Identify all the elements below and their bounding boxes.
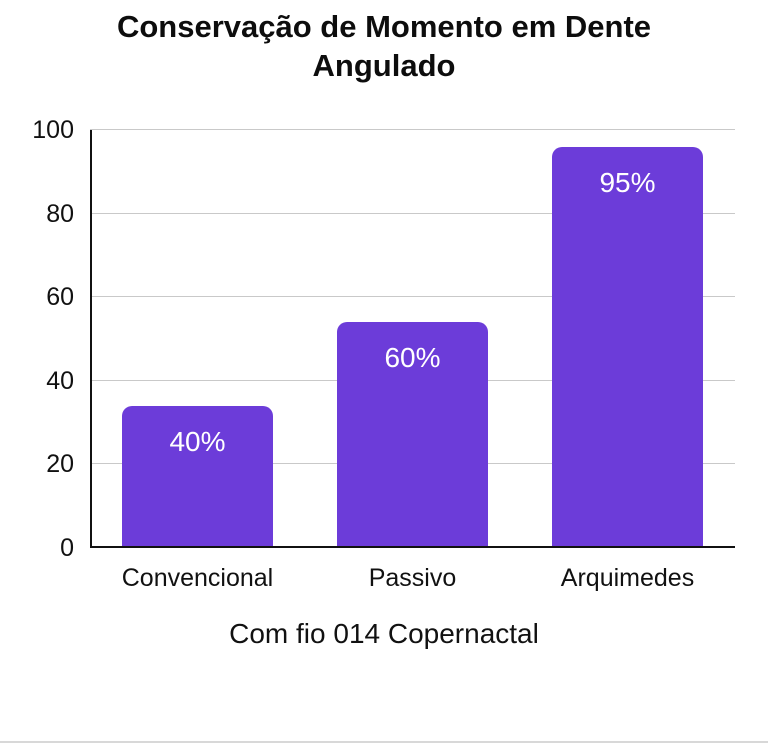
bar-value-label-convencional: 40% [169, 425, 226, 457]
y-tick-label-80: 80 [46, 199, 74, 228]
bar-passivo: 60% [337, 322, 488, 548]
category-label-convencional: Convencional [121, 564, 274, 592]
x-axis-label: Com fio 014 Copernactal [229, 618, 539, 649]
y-tick-label-60: 60 [46, 283, 74, 312]
chart-title: Conservação de Momento em Dente Angulado [116, 9, 652, 83]
gridline-80 [90, 212, 735, 214]
bottom-divider [0, 741, 768, 743]
x-axis-line [90, 546, 735, 548]
gridline-100 [90, 129, 735, 130]
y-tick-label-100: 100 [32, 116, 74, 144]
category-label-arquimedes: Arquimedes [560, 564, 695, 592]
bar-arquimedes: 95% [552, 146, 703, 548]
y-tick-label-20: 20 [46, 450, 74, 479]
y-tick-label-0: 0 [60, 534, 74, 562]
bar-value-label-passivo: 60% [384, 342, 441, 374]
bar-value-label-arquimedes: 95% [599, 166, 656, 198]
bar-convencional: 40% [122, 405, 273, 548]
plot-area: 0 20 40 60 80 100 40% Convencional 60% Passivo 95%… [32, 116, 735, 592]
gridline-60 [90, 296, 735, 298]
y-axis-line [90, 130, 92, 548]
y-tick-label-40: 40 [46, 366, 74, 395]
category-label-passivo: Passivo [368, 564, 457, 592]
